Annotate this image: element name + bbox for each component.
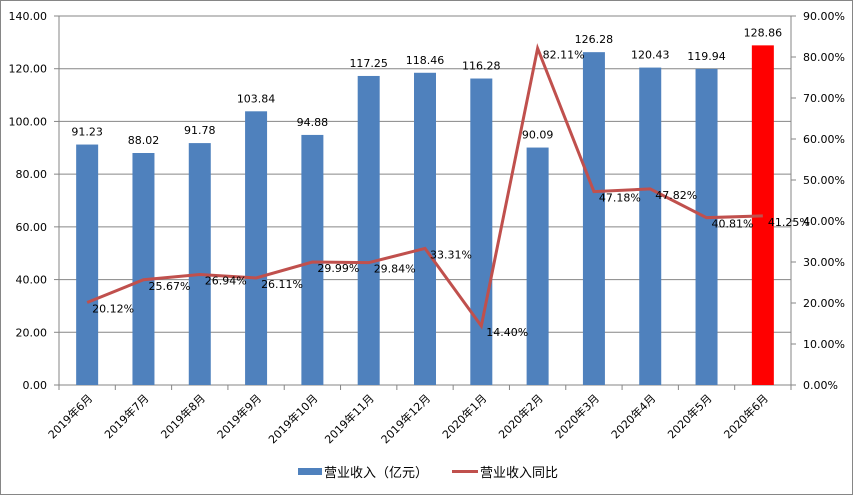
line-value-label: 82.11% (543, 48, 585, 61)
revenue-bar (526, 147, 549, 385)
line-value-label: 47.18% (599, 192, 641, 205)
x-axis-label: 2019年6月 (45, 391, 95, 441)
x-axis-label: 2020年4月 (608, 391, 658, 441)
line-value-label: 40.81% (712, 218, 754, 231)
revenue-bar (245, 111, 268, 385)
left-axis-label: 40.00 (16, 274, 48, 287)
right-axis-label: 50.00% (803, 174, 845, 187)
yoy-line (86, 43, 763, 330)
bar-value-label: 90.09 (522, 129, 554, 142)
revenue-bar (470, 78, 493, 386)
bar-value-label: 119.94 (687, 50, 726, 63)
line-value-label: 14.40% (486, 326, 528, 339)
x-axis-label: 2019年12月 (378, 391, 433, 446)
left-axis-label: 120.00 (9, 63, 48, 76)
x-axis-label: 2020年5月 (664, 391, 714, 441)
bar-value-label: 94.88 (297, 116, 329, 129)
bar-swatch-icon (298, 468, 322, 475)
x-axis-label: 2020年2月 (496, 391, 546, 441)
bar-value-label: 118.46 (406, 54, 445, 67)
legend-item-revenue: 营业收入（亿元） (298, 462, 428, 481)
chart-legend: 营业收入（亿元） 营业收入同比 (0, 462, 853, 482)
revenue-bar (301, 134, 324, 385)
x-axis-label: 2020年1月 (439, 391, 489, 441)
x-axis-label: 2019年11月 (322, 391, 377, 446)
line-value-label: 26.11% (261, 278, 303, 291)
line-value-label: 25.67% (148, 280, 190, 293)
revenue-bar (414, 72, 436, 385)
right-axis-label: 40.00% (803, 215, 845, 228)
revenue-bar (695, 68, 718, 385)
line-value-label: 41.25% (768, 216, 810, 229)
line-value-label: 33.31% (430, 248, 472, 261)
revenue-bar (582, 52, 605, 386)
right-axis-label: 90.00% (803, 10, 845, 23)
right-axis-label: 0.00% (803, 379, 838, 392)
left-axis-label: 20.00 (16, 326, 48, 339)
left-axis-label: 140.00 (9, 10, 48, 23)
left-axis-label: 60.00 (16, 221, 48, 234)
revenue-bar (357, 75, 380, 386)
line-value-label: 20.12% (92, 303, 134, 316)
bar-value-label: 91.78 (184, 124, 216, 137)
x-axis-label: 2019年7月 (101, 391, 151, 441)
left-axis-label: 80.00 (16, 168, 48, 181)
right-axis-label: 80.00% (803, 51, 845, 64)
bar-value-label: 116.28 (462, 60, 501, 73)
line-value-label: 29.84% (374, 263, 416, 276)
right-axis-label: 60.00% (803, 133, 845, 146)
x-axis-label: 2019年9月 (214, 391, 264, 441)
line-swatch-icon (452, 470, 478, 473)
left-axis-label: 100.00 (9, 115, 48, 128)
x-axis-label: 2019年10月 (265, 391, 320, 446)
bar-value-label: 120.43 (631, 49, 670, 62)
right-axis-label: 20.00% (803, 297, 845, 310)
legend-label-yoy: 营业收入同比 (480, 466, 559, 481)
right-axis-label: 10.00% (803, 338, 845, 351)
bar-value-label: 128.86 (744, 26, 783, 39)
right-axis-label: 70.00% (803, 92, 845, 105)
bar-value-label: 103.84 (237, 92, 276, 105)
legend-item-yoy: 营业收入同比 (452, 462, 558, 481)
bar-value-label: 91.23 (71, 126, 103, 139)
bar-value-label: 117.25 (349, 57, 388, 70)
line-value-label: 29.99% (317, 262, 359, 275)
revenue-bar (751, 45, 774, 386)
x-axis-label: 2020年3月 (552, 391, 602, 441)
line-value-label: 47.82% (655, 189, 697, 202)
revenue-bar (76, 144, 99, 385)
bar-value-label: 126.28 (575, 33, 614, 46)
left-axis-label: 0.00 (23, 379, 48, 392)
x-axis-label: 2019年8月 (158, 391, 208, 441)
line-value-label: 26.94% (205, 275, 247, 288)
x-axis-label: 2020年6月 (721, 391, 771, 441)
revenue-bar (188, 143, 211, 385)
legend-label-revenue: 营业收入（亿元） (324, 466, 429, 481)
bar-value-label: 88.02 (128, 134, 160, 147)
combo-chart: 0.00 20.00 40.00 60.00 80.00 100.00 120.00 140.… (9, 10, 845, 446)
revenue-bar (132, 153, 155, 385)
revenue-bar (639, 67, 662, 385)
right-axis-label: 30.00% (803, 256, 845, 269)
